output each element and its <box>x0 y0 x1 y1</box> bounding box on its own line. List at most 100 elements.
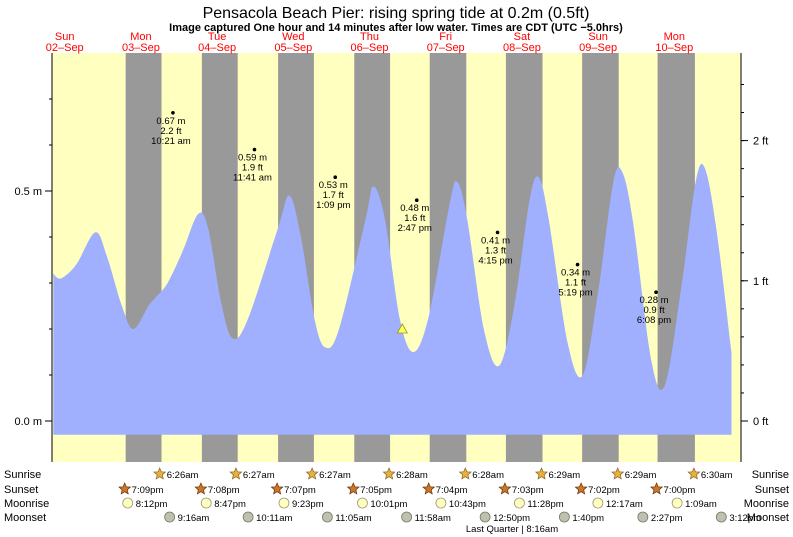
high-tide-time: 11:41 am <box>233 173 272 184</box>
moonrise-icon <box>278 497 290 509</box>
sunset-star-icon <box>650 482 664 495</box>
sunset-time: 7:07pm <box>284 485 316 496</box>
moonset-row-label-right: Moonset <box>747 512 789 524</box>
sunrise-star-icon <box>153 467 167 480</box>
moonrise-time: 9:23pm <box>292 499 324 510</box>
sunset-star-icon <box>270 482 284 495</box>
moonset-icon <box>715 511 727 523</box>
high-tide-point <box>414 198 419 202</box>
high-tide-height-m: 0.34 m <box>561 268 590 279</box>
moonrise-time: 12:17am <box>606 499 643 510</box>
day-date-label: 10–Sep <box>655 42 693 54</box>
moonset-time: 11:05am <box>335 513 371 524</box>
sunrise-star-icon <box>687 467 701 480</box>
day-name-label: Wed <box>282 31 304 43</box>
sunrise-star-icon <box>382 467 396 480</box>
sunrise-row-label-right: Sunrise <box>752 469 789 481</box>
moonrise-icon <box>514 497 525 509</box>
high-tide-point <box>495 230 500 235</box>
chart-title: Pensacola Beach Pier: rising spring tide… <box>203 5 590 22</box>
sunrise-time: 6:28am <box>396 470 428 481</box>
sunset-star-icon <box>498 482 512 495</box>
high-tide-height-m: 0.41 m <box>481 235 510 246</box>
sunset-star-icon <box>422 482 436 495</box>
sunrise-star-icon <box>458 467 472 480</box>
high-tide-height-m: 0.59 m <box>238 153 267 164</box>
moonset-icon <box>164 511 176 523</box>
right-axis-label: 0 ft <box>753 416 768 428</box>
high-tide-point <box>575 262 580 267</box>
moonset-time: 11:58am <box>415 513 451 524</box>
high-tide-time: 4:15 pm <box>478 255 512 266</box>
left-axis-label: 0.0 m <box>14 416 42 428</box>
sunset-time: 7:03pm <box>512 485 544 496</box>
sunset-star-icon <box>118 482 132 495</box>
high-tide-time: 10:21 am <box>151 136 191 147</box>
tide-level-area <box>53 163 732 435</box>
moonrise-time: 8:12pm <box>136 499 168 510</box>
sunset-time: 7:09pm <box>132 485 164 496</box>
high-tide-point <box>333 175 338 179</box>
moonrise-time: 11:28pm <box>527 499 563 510</box>
high-tide-point <box>654 290 658 295</box>
high-tide-height-ft: 1.9 ft <box>242 163 263 174</box>
sunset-time: 7:04pm <box>436 485 468 496</box>
moonrise-row-label-right: Moonrise <box>744 498 789 510</box>
day-name-label: Thu <box>360 31 379 43</box>
moonset-icon <box>401 511 413 523</box>
tide-area <box>53 163 732 435</box>
moonset-time: 3:12pm <box>729 513 761 524</box>
high-tide-height-m: 0.53 m <box>319 180 348 191</box>
moonrise-icon <box>592 497 604 509</box>
high-tide-height-m: 0.48 m <box>400 203 429 214</box>
sunrise-time: 6:30am <box>701 470 733 481</box>
axes: 0.0 m 0.5 m 0 ft 1 ft 2 ft <box>14 53 768 462</box>
sunrise-row-label-left: Sunrise <box>4 469 41 481</box>
moonset-time: 2:27pm <box>651 513 683 524</box>
high-tide-height-ft: 1.3 ft <box>485 245 506 256</box>
sunset-row-label-right: Sunset <box>755 484 789 496</box>
sunset-star-icon <box>194 482 208 495</box>
moonrise-icon <box>200 497 212 509</box>
high-tide-height-m: 0.67 m <box>156 116 185 127</box>
sunset-star-icon <box>346 482 360 495</box>
day-name-label: Fri <box>439 31 452 43</box>
moonset-icon <box>479 511 491 523</box>
moonrise-row-label-left: Moonrise <box>4 498 49 510</box>
sunset-time: 7:00pm <box>664 485 696 496</box>
high-tide-height-m: 0.28 m <box>640 295 669 306</box>
high-tide-height-ft: 1.6 ft <box>404 213 425 224</box>
day-date-label: 04–Sep <box>198 42 236 54</box>
right-axis-label: 1 ft <box>753 276 768 288</box>
chart-subtitle: Image captured One hour and 14 minutes a… <box>169 22 623 34</box>
high-tide-point <box>171 111 175 115</box>
sunset-star-icon <box>574 482 588 495</box>
moonset-time: 10:11am <box>256 513 292 524</box>
sunrise-time: 6:26am <box>167 470 199 481</box>
moonset-icon <box>321 511 333 523</box>
sunset-time: 7:05pm <box>360 485 392 496</box>
moonrise-icon <box>435 497 447 509</box>
high-tide-time: 5:19 pm <box>558 288 592 299</box>
sunrise-star-icon <box>305 467 319 480</box>
right-axis-label: 2 ft <box>753 136 768 148</box>
sunset-time: 7:08pm <box>208 485 240 496</box>
sunrise-time: 6:28am <box>472 470 504 481</box>
moonset-icon <box>637 511 649 523</box>
day-labels: Sun02–SepMon03–SepTue04–SepWed05–SepThu0… <box>46 31 694 54</box>
moonrise-icon <box>357 497 368 509</box>
current-tide-marker <box>396 323 408 334</box>
day-date-label: 06–Sep <box>351 42 389 54</box>
high-tide-height-ft: 0.9 ft <box>643 305 664 316</box>
left-axis-label: 0.5 m <box>14 186 42 198</box>
high-tide-time: 1:09 pm <box>316 200 350 211</box>
sunset-time: 7:02pm <box>588 485 620 496</box>
day-name-label: Sun <box>55 31 75 43</box>
day-name-label: Mon <box>130 31 151 43</box>
moonrise-time: 10:01pm <box>370 499 407 510</box>
moonset-icon <box>242 511 254 523</box>
day-date-label: 07–Sep <box>427 42 465 54</box>
sun-moon-rows: Sunrise Sunrise Sunset Sunset Moonrise Moonri… <box>4 467 789 535</box>
